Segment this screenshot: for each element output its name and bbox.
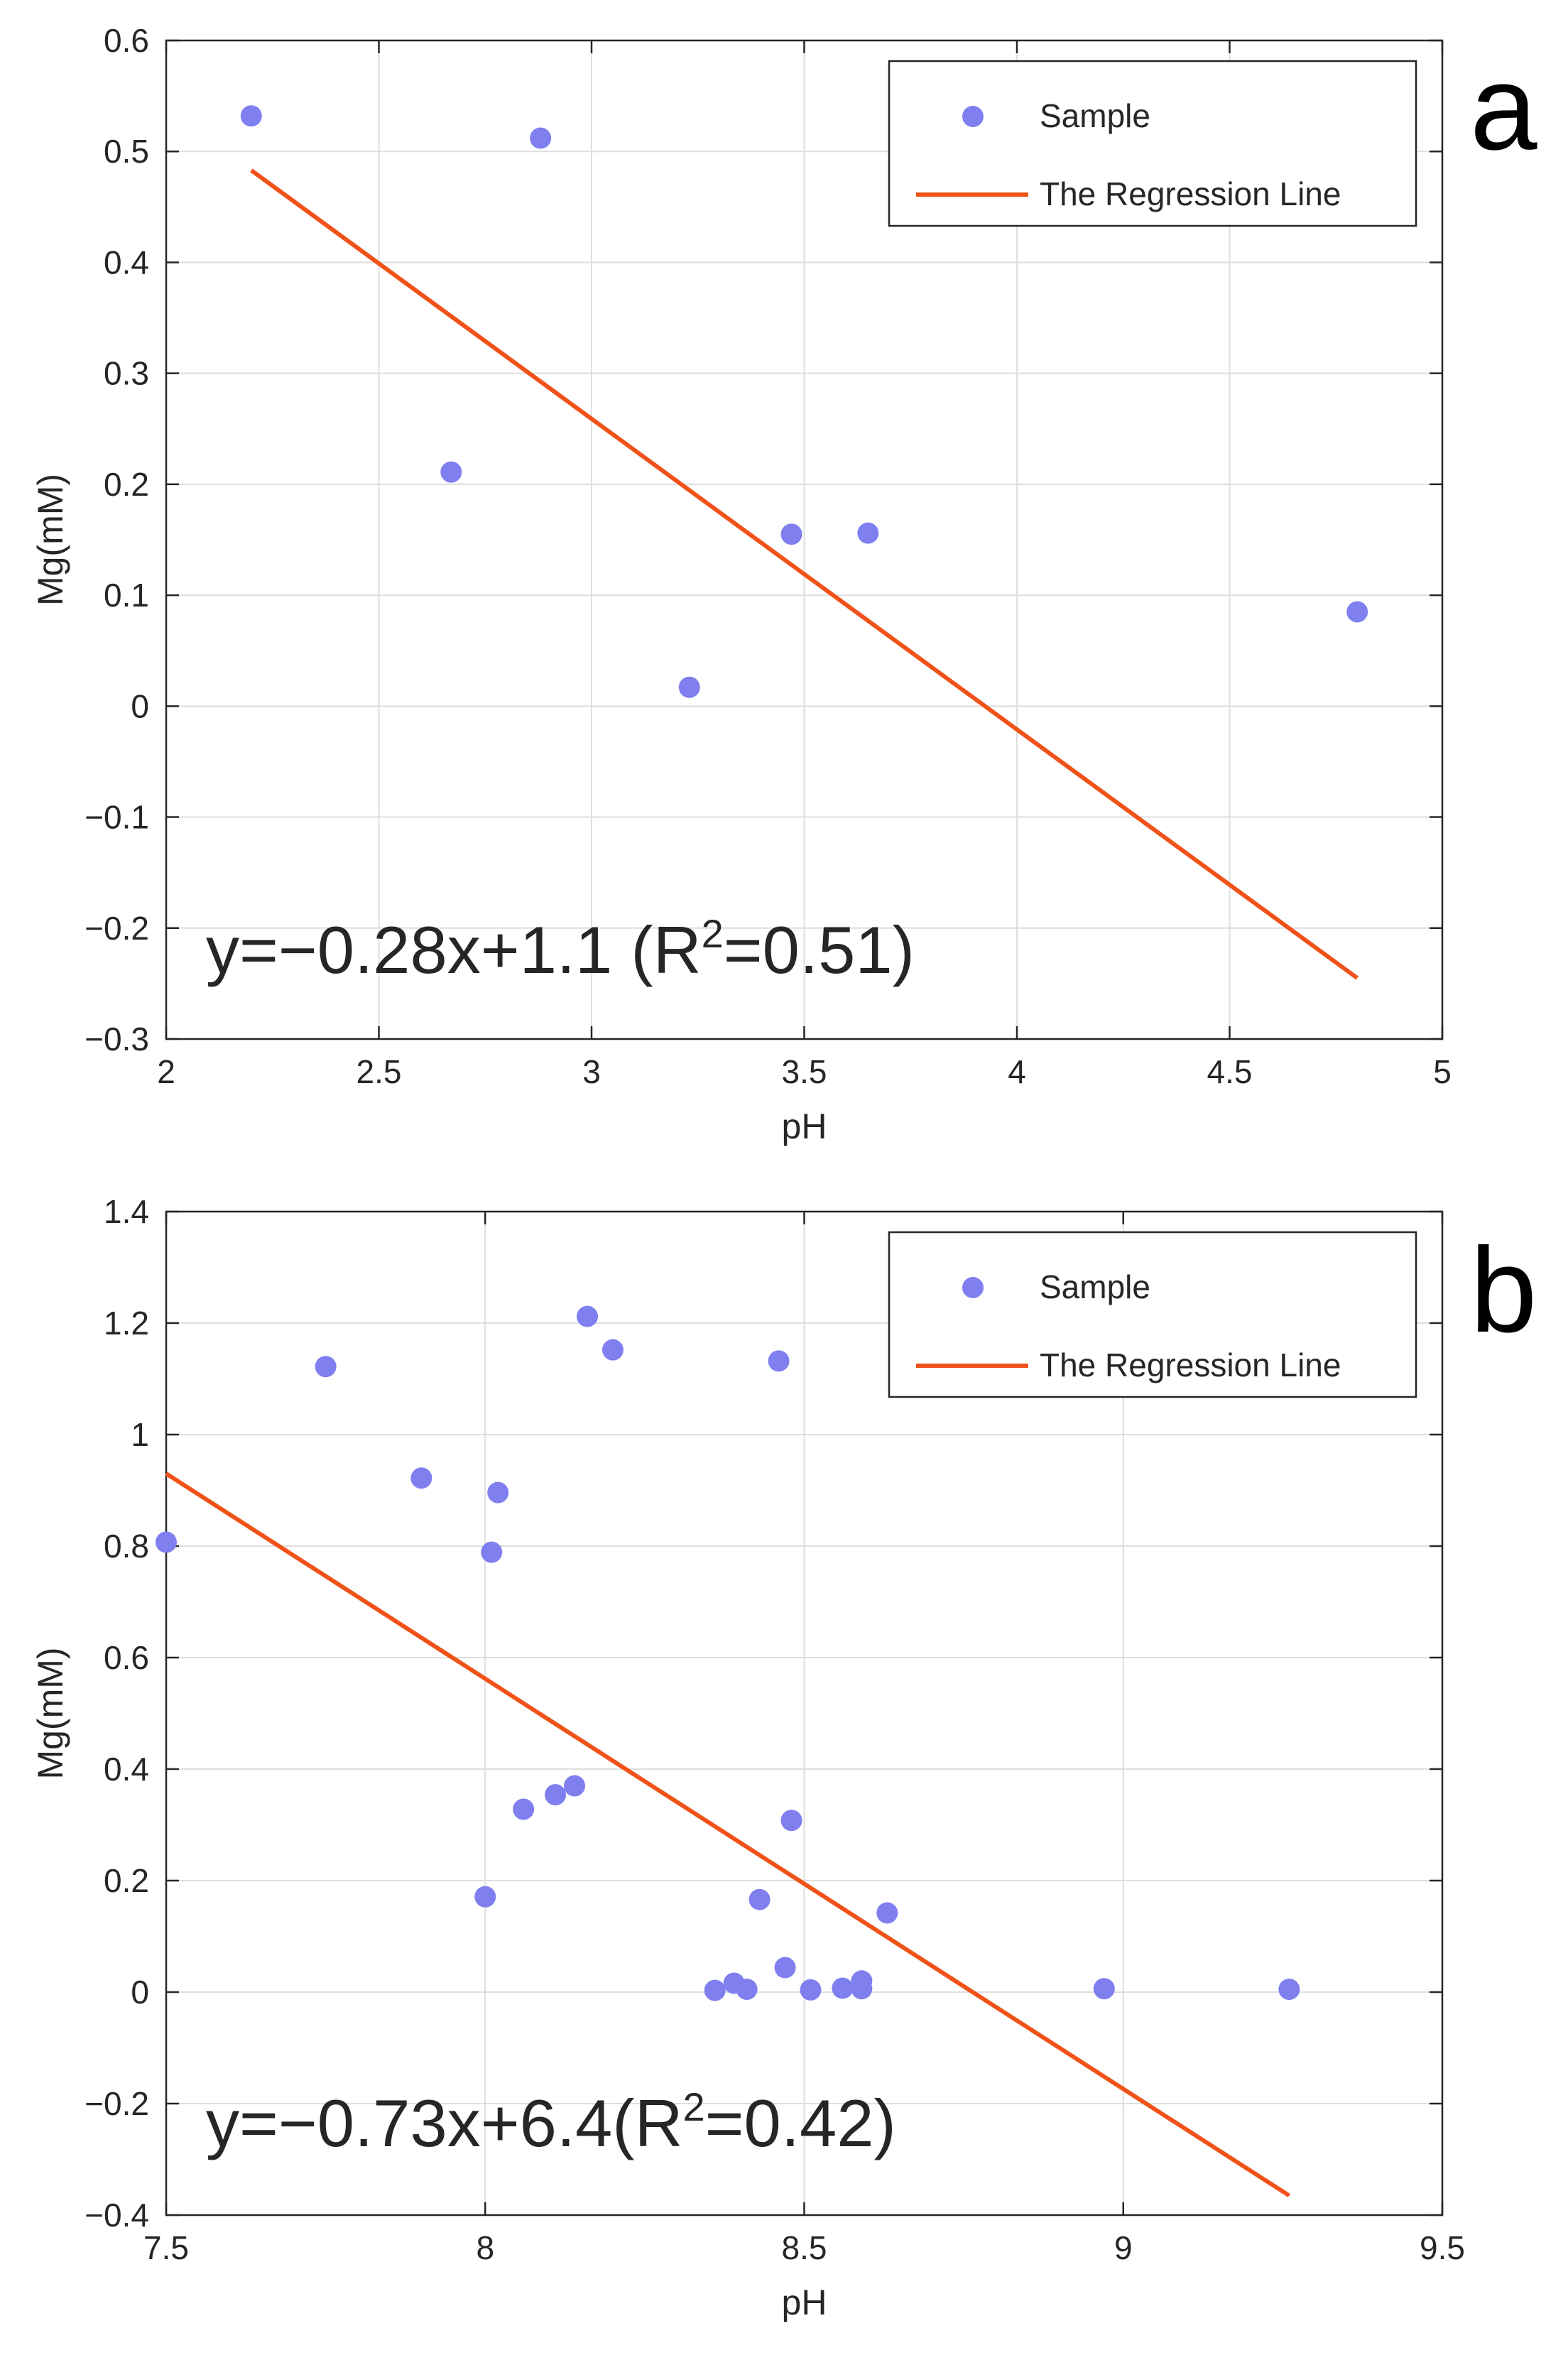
x-tick-label: 5 xyxy=(1433,1053,1452,1090)
legend: Sample The Regression Line xyxy=(888,60,1417,227)
y-axis-label: Mg(mM) xyxy=(31,474,70,606)
regression-line xyxy=(165,1472,1290,2198)
y-tick-label: −0.4 xyxy=(85,2197,149,2234)
y-tick-label: −0.3 xyxy=(85,1021,149,1057)
y-tick-label: −0.1 xyxy=(85,799,149,836)
sample-point xyxy=(545,1784,567,1806)
x-tick-label: 9.5 xyxy=(1420,2229,1465,2266)
equation-suffix: =0.42) xyxy=(705,2086,896,2160)
equation-superscript: 2 xyxy=(683,2084,705,2129)
x-tick-label: 2.5 xyxy=(356,1053,402,1090)
x-tick-label: 8 xyxy=(476,2229,494,2266)
legend: Sample The Regression Line xyxy=(888,1231,1417,1398)
sample-point xyxy=(704,1979,726,2001)
sample-point xyxy=(1093,1978,1115,2000)
sample-point xyxy=(1278,1979,1300,2001)
sample-point xyxy=(440,461,462,483)
y-tick-label: 0.4 xyxy=(104,1751,149,1788)
sample-point xyxy=(601,1339,624,1361)
y-axis-label: Mg(mM) xyxy=(31,1647,70,1779)
legend-box xyxy=(888,1231,1417,1398)
sample-point xyxy=(577,1305,599,1327)
legend-box xyxy=(888,60,1417,227)
y-tick-label: 0.5 xyxy=(104,133,149,170)
x-tick-label: 3 xyxy=(582,1053,601,1090)
legend-line-label: The Regression Line xyxy=(1040,1347,1341,1383)
legend-line-label: The Regression Line xyxy=(1040,175,1341,212)
panel-b: 7.5 8 8.5 9 9.5 −0.4 −0.2 0 0.2 0.4 0.6 0.8 1 1.2 1.4 p… xyxy=(31,1193,1537,2322)
regression-equation: y=−0.28x+1.1 (R2=0.51) xyxy=(206,911,915,987)
sample-point xyxy=(748,1888,771,1910)
sample-point xyxy=(410,1467,432,1489)
sample-point xyxy=(240,105,262,127)
sample-point xyxy=(780,523,802,545)
y-tick-label: 0.8 xyxy=(104,1528,149,1565)
x-tick-label: 4.5 xyxy=(1207,1053,1253,1090)
equation-prefix: y=−0.73x+6.4(R xyxy=(206,2086,683,2160)
x-tick-label: 3.5 xyxy=(782,1053,827,1090)
sample-point xyxy=(513,1798,535,1820)
regression-equation: y=−0.73x+6.4(R2=0.42) xyxy=(206,2084,896,2160)
sample-point xyxy=(530,127,552,149)
sample-point xyxy=(487,1481,509,1503)
y-tick-label: −0.2 xyxy=(85,910,149,947)
y-tick-label: 0 xyxy=(131,687,149,724)
equation-prefix: y=−0.28x+1.1 (R xyxy=(206,913,702,987)
y-tick-label: 1.2 xyxy=(104,1305,149,1342)
panel-letter: b xyxy=(1470,1223,1537,1358)
x-axis-label: pH xyxy=(782,2283,827,2322)
sample-point xyxy=(481,1541,503,1563)
sample-point xyxy=(832,1977,854,1999)
sample-point xyxy=(564,1775,586,1797)
y-tick-label: 0.6 xyxy=(104,1639,149,1676)
y-tick-label: 0.3 xyxy=(104,355,149,392)
y-tick-label: 0.2 xyxy=(104,466,149,503)
y-tick-label: 1 xyxy=(131,1416,149,1453)
legend-sample-label: Sample xyxy=(1040,1268,1150,1305)
sample-point xyxy=(678,676,700,698)
y-tick-label: 1.4 xyxy=(104,1193,149,1230)
y-tick-label: 0.6 xyxy=(104,22,149,59)
y-tick-label: 0 xyxy=(131,1974,149,2011)
sample-point xyxy=(851,1970,873,1992)
y-tick-label: 0.4 xyxy=(104,244,149,281)
x-tick-label: 9 xyxy=(1114,2229,1133,2266)
legend-sample-label: Sample xyxy=(1040,97,1150,134)
sample-point xyxy=(315,1356,337,1378)
x-tick-label: 2 xyxy=(157,1053,175,1090)
x-tick-label: 7.5 xyxy=(143,2229,189,2266)
sample-point xyxy=(156,1531,177,1553)
sample-point xyxy=(1346,601,1368,623)
panel-a: 2 2.5 3 3.5 4 4.5 5 −0.3 −0.2 −0.1 0 0.1 0.2 0.3 0.4 0.… xyxy=(31,22,1537,1146)
y-tick-label: 0.1 xyxy=(104,577,149,614)
sample-point xyxy=(876,1902,898,1924)
equation-superscript: 2 xyxy=(702,911,724,956)
y-tick-label: 0.2 xyxy=(104,1862,149,1899)
legend-sample-marker xyxy=(962,1277,984,1298)
x-tick-label: 8.5 xyxy=(782,2229,827,2266)
sample-point xyxy=(780,1810,802,1832)
panel-letter: a xyxy=(1470,40,1537,175)
sample-point xyxy=(474,1886,496,1908)
legend-sample-marker xyxy=(962,106,984,127)
x-tick-label: 4 xyxy=(1008,1053,1026,1090)
sample-point xyxy=(768,1350,790,1372)
y-tick-label: −0.2 xyxy=(85,2085,149,2122)
x-axis-label: pH xyxy=(782,1106,827,1146)
sample-point xyxy=(800,1979,822,2001)
sample-point xyxy=(736,1979,758,2001)
sample-point xyxy=(774,1957,796,1979)
sample-point xyxy=(857,522,879,544)
equation-suffix: =0.51) xyxy=(724,913,915,987)
regression-line xyxy=(250,168,1359,980)
